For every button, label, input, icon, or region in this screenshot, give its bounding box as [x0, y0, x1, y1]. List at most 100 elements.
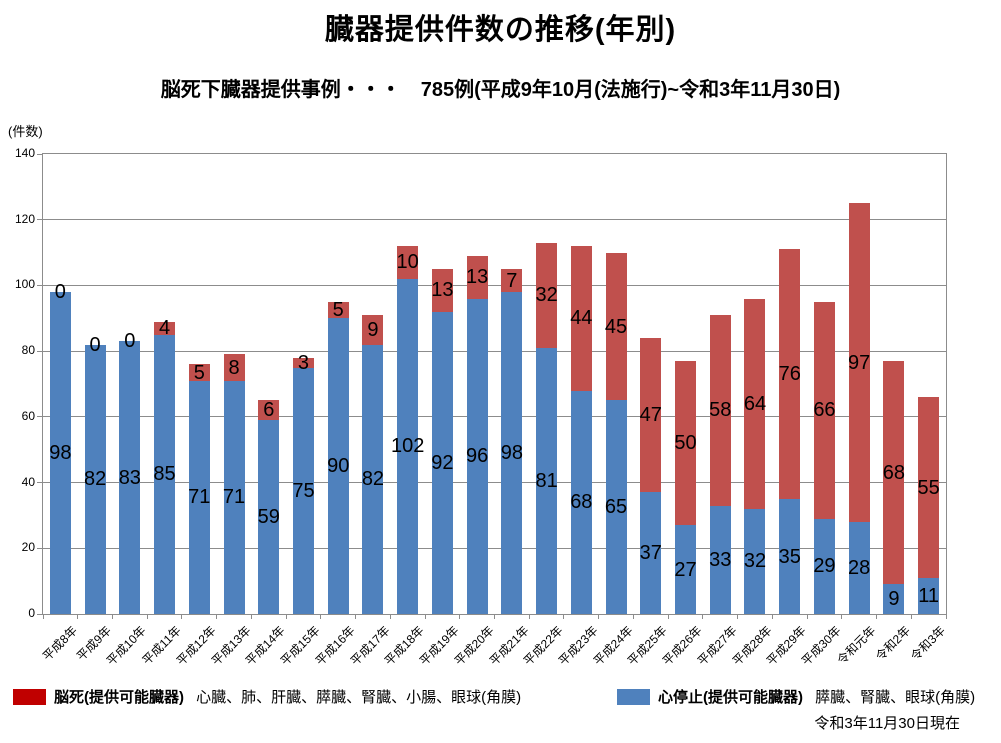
- bar-brain-death-平成21年: [501, 269, 523, 292]
- x-axis-tick: [598, 614, 600, 619]
- bar-cardiac-arrest-平成22年: [536, 347, 558, 614]
- data-label-brain-death-平成13年: 8: [228, 356, 240, 379]
- y-axis-tick: [37, 219, 43, 221]
- y-axis-label-0: 0: [28, 606, 35, 620]
- chart-subtitle: 脳死下臓器提供事例・・・ 785例(平成9年10月(法施行)~令和3年11月30…: [160, 79, 841, 101]
- x-axis-tick: [355, 614, 357, 619]
- gridline-20: [43, 547, 946, 549]
- bar-cardiac-arrest-平成26年: [675, 525, 697, 614]
- bar-brain-death-平成14年: [258, 400, 280, 421]
- bar-cardiac-arrest-平成14年: [258, 420, 280, 614]
- bar-brain-death-平成22年: [536, 242, 558, 348]
- x-axis-label-平成8年: 平成8年: [39, 623, 80, 664]
- data-label-cardiac-平成25年: 37: [639, 542, 662, 565]
- data-label-brain-death-平成12年: 5: [193, 361, 205, 384]
- data-label-brain-death-平成17年: 9: [367, 318, 379, 341]
- x-axis-tick: [702, 614, 704, 619]
- y-axis-tick: [37, 350, 43, 352]
- y-axis-label-140: 140: [14, 146, 35, 160]
- y-axis-label-80: 80: [21, 343, 35, 358]
- bar-cardiac-arrest-平成28年: [744, 508, 766, 614]
- x-axis-tick: [667, 614, 669, 619]
- data-label-cardiac-平成12年: 71: [188, 486, 211, 509]
- bar-cardiac-arrest-平成27年: [709, 505, 731, 614]
- x-axis-label-令和3年: 令和3年: [907, 623, 948, 664]
- gridline-60: [43, 416, 946, 418]
- x-axis-tick: [320, 614, 322, 619]
- bar-cardiac-arrest-平成11年: [154, 334, 176, 614]
- x-axis-tick: [77, 614, 79, 619]
- x-axis-tick: [250, 614, 252, 619]
- x-axis-tick: [424, 614, 426, 619]
- gridline-120: [43, 219, 946, 221]
- legend-cardiac-arrest-organs: 膵臓、腎臓、眼球(角膜): [815, 689, 976, 706]
- data-label-cardiac-平成9年: 82: [83, 468, 107, 491]
- data-label-brain-death-平成20年: 13: [466, 266, 489, 289]
- plot-area: 0 20 40 60 80 100 120 140 98 0 平成8年 82 0 平成9年 83 0 平成10年…: [15, 146, 948, 668]
- bar-brain-death-平成26年: [675, 361, 697, 526]
- data-label-brain-death-平成26年: 50: [674, 432, 697, 455]
- x-axis-tick: [841, 614, 843, 619]
- cardiac-arrest-swatch: [617, 688, 650, 705]
- data-label-brain-death-平成21年: 7: [506, 269, 518, 292]
- data-label-brain-death-平成22年: 32: [535, 284, 558, 307]
- bar-brain-death-平成17年: [362, 315, 384, 345]
- legend-cardiac-arrest-text: 心停止(提供可能臓器) 膵臓、腎臓、眼球(角膜): [658, 686, 975, 707]
- data-label-brain-death-令和2年: 68: [882, 461, 906, 484]
- data-label-cardiac-平成29年: 35: [778, 545, 801, 568]
- x-axis-tick: [806, 614, 808, 619]
- y-axis-unit-label: (件数): [8, 124, 43, 139]
- bar-brain-death-平成13年: [223, 354, 245, 381]
- bar-brain-death-平成30年: [813, 301, 835, 519]
- data-label-brain-death-平成25年: 47: [639, 404, 662, 427]
- bar-cardiac-arrest-平成21年: [501, 292, 523, 614]
- data-label-cardiac-平成26年: 27: [674, 558, 697, 581]
- y-axis-tick: [37, 416, 43, 418]
- data-label-cardiac-平成10年: 83: [118, 466, 141, 489]
- data-label-cardiac-平成20年: 96: [466, 445, 489, 468]
- bar-brain-death-平成23年: [570, 246, 592, 391]
- bar-cardiac-arrest-令和元年: [848, 522, 870, 614]
- data-label-cardiac-平成18年: 102: [390, 435, 425, 458]
- bar-brain-death-平成25年: [640, 338, 662, 493]
- bar-brain-death-平成16年: [327, 301, 349, 319]
- bar-brain-death-平成11年: [154, 321, 176, 335]
- bar-brain-death-平成15年: [292, 357, 314, 368]
- data-label-cardiac-平成30年: 29: [813, 555, 836, 578]
- as-of-date-note: 令和3年11月30日現在: [814, 715, 960, 732]
- bar-brain-death-令和2年: [883, 361, 905, 585]
- data-label-brain-death-平成14年: 6: [263, 399, 275, 422]
- x-axis-tick: [528, 614, 530, 619]
- x-axis-tick: [285, 614, 287, 619]
- data-label-cardiac-平成27年: 33: [709, 548, 732, 571]
- bar-cardiac-arrest-令和2年: [883, 584, 905, 614]
- data-label-cardiac-平成23年: 68: [570, 491, 593, 514]
- x-axis-tick: [42, 614, 44, 619]
- bar-brain-death-平成28年: [744, 298, 766, 509]
- data-label-cardiac-平成24年: 65: [604, 496, 628, 519]
- y-axis-label-40: 40: [21, 474, 35, 489]
- data-label-cardiac-平成21年: 98: [500, 442, 523, 464]
- bar-brain-death-平成18年: [397, 246, 419, 279]
- data-label-cardiac-平成16年: 90: [327, 455, 350, 478]
- x-axis-tick: [216, 614, 218, 619]
- legend-cardiac-arrest: 心停止(提供可能臓器) 膵臓、腎臓、眼球(角膜): [617, 686, 975, 707]
- bar-cardiac-arrest-平成9年: [84, 344, 106, 614]
- bar-brain-death-平成20年: [466, 255, 488, 299]
- data-label-brain-death-平成15年: 3: [297, 351, 310, 374]
- data-label-brain-death-平成30年: 66: [813, 399, 836, 422]
- bar-brain-death-平成19年: [431, 269, 453, 312]
- x-axis-tick: [737, 614, 739, 619]
- y-axis-label-120: 120: [14, 211, 35, 226]
- bar-cardiac-arrest-平成18年: [397, 278, 419, 614]
- y-axis-tick: [37, 284, 43, 286]
- x-axis-tick: [632, 614, 634, 619]
- legend-brain-death-text: 脳死(提供可能臓器) 心臓、肺、肝臓、膵臓、腎臓、小腸、眼球(角膜): [54, 686, 521, 707]
- data-label-brain-death-平成27年: 58: [709, 399, 732, 422]
- bar-cardiac-arrest-平成10年: [119, 341, 141, 614]
- bar-brain-death-平成24年: [605, 252, 627, 401]
- data-label-brain-death-平成19年: 13: [431, 279, 454, 302]
- data-label-cardiac-平成28年: 32: [743, 550, 767, 573]
- bar-cardiac-arrest-平成16年: [327, 318, 349, 614]
